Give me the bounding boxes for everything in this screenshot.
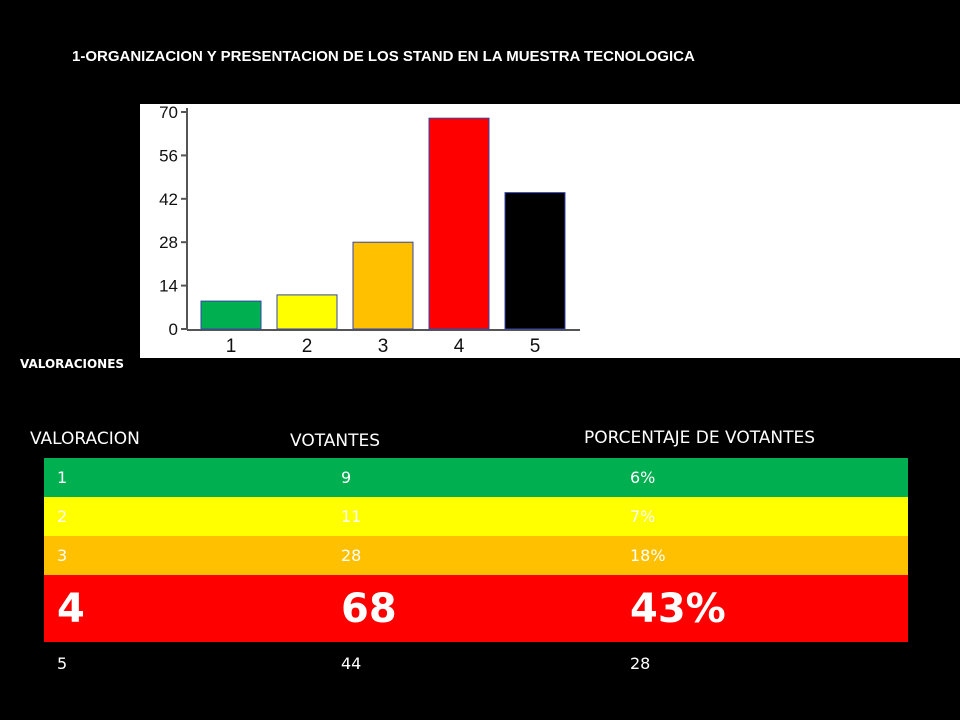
cell-porcentaje: 7% xyxy=(630,507,656,526)
cell-porcentaje: 43% xyxy=(630,585,726,632)
cell-votantes: 44 xyxy=(341,653,362,673)
bar-4 xyxy=(428,117,490,330)
x-tick-label: 1 xyxy=(226,336,237,357)
table-row-3: 3 28 18% xyxy=(44,536,908,575)
cell-votantes: 11 xyxy=(341,507,362,526)
cell-valoracion: 2 xyxy=(57,507,68,526)
table-row-4: 4 68 43% xyxy=(44,575,908,642)
x-tick-label: 4 xyxy=(454,336,465,357)
table-row-5: 5 44 28 xyxy=(44,642,908,684)
cell-votantes: 68 xyxy=(341,585,397,632)
bar-5 xyxy=(504,192,566,330)
bar-chart: 0 14 28 42 56 70 1 2 3 4 5 xyxy=(140,104,960,358)
cell-valoracion: 4 xyxy=(57,585,85,632)
y-tick-label: 70 xyxy=(159,104,178,122)
cell-porcentaje: 28 xyxy=(630,653,651,673)
header-votantes: VOTANTES xyxy=(290,431,381,451)
bar-3 xyxy=(352,241,414,330)
y-tick-label: 42 xyxy=(159,190,178,209)
x-tick-label: 5 xyxy=(530,336,541,357)
table-row-1: 1 9 6% xyxy=(44,458,908,497)
cell-votantes: 28 xyxy=(341,546,362,565)
slide-title: 1-ORGANIZACION Y PRESENTACION DE LOS STA… xyxy=(72,48,695,65)
cell-valoracion: 5 xyxy=(57,653,68,673)
x-tick-label: 2 xyxy=(302,336,313,357)
y-tick-label: 14 xyxy=(159,277,178,296)
valoraciones-label: VALORACIONES xyxy=(20,357,125,371)
table-row-2: 2 11 7% xyxy=(44,497,908,536)
y-tick-label: 0 xyxy=(169,320,178,339)
votes-table: 1 9 6% 2 11 7% 3 28 18% 4 68 43% 5 44 28 xyxy=(44,458,908,684)
bar-chart-svg: 0 14 28 42 56 70 1 2 3 4 5 xyxy=(159,104,580,357)
cell-votantes: 9 xyxy=(341,468,352,487)
cell-valoracion: 3 xyxy=(57,546,68,565)
y-tick-label: 56 xyxy=(159,146,178,165)
bar-1 xyxy=(200,300,262,330)
bar-2 xyxy=(276,294,338,330)
x-tick-label: 3 xyxy=(378,336,389,357)
cell-porcentaje: 6% xyxy=(630,468,656,487)
cell-porcentaje: 18% xyxy=(630,546,666,565)
header-porcentaje: PORCENTAJE DE VOTANTES xyxy=(584,428,816,448)
header-valoracion: VALORACION xyxy=(30,429,140,449)
y-tick-label: 28 xyxy=(159,233,178,252)
cell-valoracion: 1 xyxy=(57,468,68,487)
